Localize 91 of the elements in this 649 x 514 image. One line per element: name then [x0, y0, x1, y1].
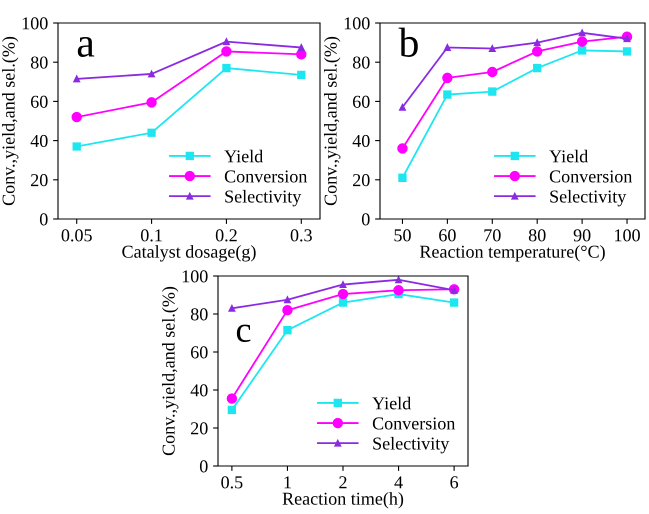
point	[488, 45, 496, 52]
point	[338, 298, 348, 307]
point	[450, 298, 458, 307]
y-tick-label: 20	[191, 422, 208, 434]
y-tick-label: 100	[344, 17, 370, 30]
point	[283, 326, 292, 334]
point	[398, 104, 406, 111]
x-tick-label: 0.2	[216, 229, 237, 242]
point	[72, 112, 82, 122]
y-tick-label: 60	[191, 346, 208, 358]
legend-label: Yield	[372, 396, 412, 410]
point	[442, 72, 453, 84]
y-tick-label: 100	[22, 17, 48, 30]
point	[146, 97, 157, 108]
x-axis-title: Reaction time(h)	[282, 492, 404, 508]
point	[72, 142, 81, 151]
x-axis-title: Reaction temperature(°C)	[420, 245, 605, 262]
y-tick-label: 40	[30, 134, 48, 148]
point	[450, 286, 458, 294]
legend-label: Selectivity	[373, 436, 450, 454]
point	[297, 70, 306, 80]
y-tick-label: 40	[352, 134, 370, 148]
x-tick-label: 0.5	[221, 476, 242, 489]
point	[578, 29, 586, 36]
legend-label: Selectivity	[225, 190, 302, 206]
y-axis-title: Conv.,yield,and sel.(%)	[162, 286, 178, 456]
point	[397, 143, 408, 154]
point	[222, 38, 230, 46]
y-tick-label: 20	[353, 174, 370, 186]
point	[284, 296, 291, 304]
point	[443, 90, 452, 99]
annotation: a	[78, 36, 94, 57]
legend-label: Conversion	[550, 170, 632, 183]
x-tick-label: 1	[284, 476, 291, 488]
point	[393, 285, 404, 296]
point	[340, 281, 346, 288]
point	[487, 66, 498, 78]
x-tick-label: 90	[574, 229, 590, 242]
point	[534, 39, 541, 46]
point	[73, 75, 80, 82]
legend-label: Yield	[224, 150, 264, 162]
x-tick-label: 60	[439, 229, 456, 242]
point	[533, 64, 542, 72]
y-tick-label: 0	[362, 213, 370, 226]
y-tick-label: 80	[352, 56, 370, 69]
point	[395, 276, 402, 284]
y-axis-title: Conv.,yield,and sel.(%)	[2, 36, 18, 206]
annotation: c	[236, 324, 250, 342]
legend-label: Yield	[549, 150, 588, 162]
point	[444, 44, 451, 51]
annotation: b	[398, 28, 418, 57]
x-tick-label: 0.3	[290, 229, 312, 242]
point	[578, 46, 586, 55]
y-tick-label: 0	[40, 213, 48, 226]
y-tick-label: 80	[190, 308, 208, 320]
x-tick-label: 70	[484, 229, 501, 242]
y-tick-label: 100	[182, 270, 208, 282]
point	[622, 47, 632, 56]
point	[226, 393, 238, 404]
y-tick-label: 0	[200, 460, 208, 472]
y-tick-label: 80	[30, 56, 48, 69]
x-tick-label: 100	[615, 229, 640, 242]
x-axis-title: Catalyst dosage(g)	[122, 245, 256, 262]
x-tick-label: 0.1	[140, 229, 162, 242]
point	[228, 304, 236, 312]
legend-label: Conversion	[224, 170, 308, 183]
x-tick-label: 4	[394, 476, 403, 488]
point	[488, 87, 496, 96]
x-tick-label: 0.05	[62, 229, 92, 242]
point	[147, 128, 156, 137]
point	[228, 406, 236, 414]
x-tick-label: 6	[450, 476, 458, 488]
x-tick-label: 50	[394, 229, 411, 242]
point	[576, 36, 588, 47]
y-tick-label: 60	[31, 96, 48, 108]
point	[298, 44, 305, 51]
point	[532, 46, 542, 57]
point	[222, 64, 231, 72]
point	[398, 174, 407, 182]
x-tick-label: 80	[528, 229, 546, 242]
x-tick-label: 2	[339, 476, 347, 488]
point	[282, 304, 293, 316]
point	[338, 288, 348, 300]
y-axis-title: Conv.,yield,and sel.(%)	[324, 36, 340, 206]
y-tick-label: 40	[190, 384, 208, 396]
point	[221, 46, 232, 57]
point	[148, 70, 156, 78]
y-tick-label: 20	[31, 174, 48, 186]
legend-label: Selectivity	[550, 190, 626, 206]
y-tick-label: 60	[353, 96, 370, 108]
legend-label: Conversion	[372, 417, 456, 430]
